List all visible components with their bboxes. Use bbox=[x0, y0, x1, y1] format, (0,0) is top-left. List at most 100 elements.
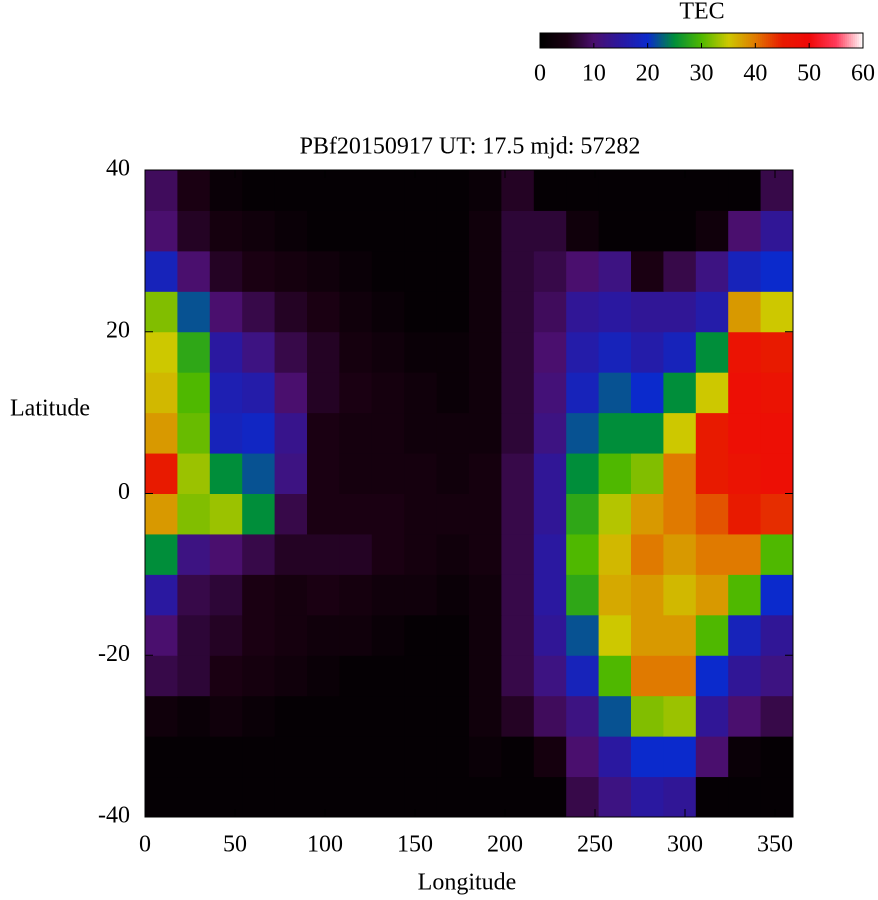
colorbar-swatch bbox=[671, 33, 674, 48]
colorbar-swatch bbox=[838, 33, 842, 48]
colorbar-swatch bbox=[570, 33, 573, 48]
heat-cell bbox=[436, 250, 470, 292]
colorbar-swatch bbox=[850, 33, 854, 48]
heat-cell bbox=[371, 533, 405, 575]
heat-cell bbox=[533, 250, 567, 292]
heat-cell bbox=[145, 170, 178, 211]
heat-cell bbox=[242, 776, 276, 818]
heat-cell bbox=[307, 170, 340, 211]
heat-cell bbox=[501, 453, 535, 494]
heat-cell bbox=[501, 533, 535, 575]
heat-cell bbox=[469, 250, 502, 292]
colorbar-swatch bbox=[723, 33, 727, 48]
colorbar-swatch bbox=[804, 33, 807, 48]
heat-cell bbox=[404, 250, 438, 292]
heat-cell bbox=[631, 453, 664, 494]
colorbar-swatch bbox=[806, 33, 809, 48]
colorbar-swatch bbox=[818, 33, 822, 48]
heat-cell bbox=[177, 453, 211, 494]
heat-cell bbox=[274, 170, 308, 211]
colorbar-swatch bbox=[612, 33, 616, 48]
heat-cell bbox=[242, 614, 276, 656]
heat-cell bbox=[209, 250, 243, 292]
heat-cell bbox=[663, 776, 697, 818]
heat-cell bbox=[631, 210, 664, 252]
heat-cell bbox=[274, 331, 308, 373]
colorbar-swatch bbox=[776, 33, 779, 48]
colorbar-swatch bbox=[788, 33, 791, 48]
colorbar-tick-label: 0 bbox=[534, 61, 546, 87]
colorbar-swatch bbox=[808, 33, 812, 48]
heat-cell bbox=[695, 412, 729, 454]
heat-cell bbox=[695, 250, 729, 292]
heat-cell bbox=[469, 291, 502, 333]
heat-cell bbox=[501, 170, 535, 211]
colorbar-swatch bbox=[600, 33, 604, 48]
heat-cell bbox=[307, 453, 340, 494]
heat-cell bbox=[663, 250, 697, 292]
colorbar-swatch bbox=[556, 33, 559, 48]
heat-cell bbox=[371, 453, 405, 494]
colorbar-swatch bbox=[834, 33, 838, 48]
heat-cell bbox=[695, 170, 729, 211]
colorbar-swatch bbox=[697, 33, 700, 48]
heat-cell bbox=[209, 331, 243, 373]
heat-cell bbox=[566, 493, 600, 535]
heat-cell bbox=[663, 372, 697, 414]
colorbar-swatch bbox=[731, 33, 735, 48]
heat-cell bbox=[274, 736, 308, 778]
heat-cell bbox=[177, 574, 211, 616]
heat-cell bbox=[404, 533, 438, 575]
heat-cell bbox=[145, 493, 178, 535]
heat-cell bbox=[728, 776, 762, 818]
heat-cell bbox=[274, 574, 308, 616]
heat-cell bbox=[501, 331, 535, 373]
heat-cell bbox=[728, 695, 762, 737]
heat-cell bbox=[209, 655, 243, 697]
heat-cell bbox=[209, 695, 243, 737]
colorbar-swatch bbox=[665, 33, 668, 48]
heat-cell bbox=[339, 493, 373, 535]
colorbar-swatch bbox=[709, 33, 713, 48]
heat-cell bbox=[339, 372, 373, 414]
heat-cell bbox=[404, 493, 438, 535]
heat-cell bbox=[695, 695, 729, 737]
colorbar-swatch bbox=[594, 33, 598, 48]
heat-cell bbox=[371, 291, 405, 333]
colorbar-swatch bbox=[572, 33, 575, 48]
colorbar-swatch bbox=[772, 33, 775, 48]
heat-cell bbox=[533, 533, 567, 575]
colorbar-swatch bbox=[687, 33, 690, 48]
colorbar-tick-label: 30 bbox=[690, 61, 714, 87]
heat-cell bbox=[469, 372, 502, 414]
colorbar-swatch bbox=[659, 33, 662, 48]
colorbar-swatch bbox=[675, 33, 678, 48]
heat-cell bbox=[404, 372, 438, 414]
heat-cell bbox=[339, 412, 373, 454]
heat-cell bbox=[436, 533, 470, 575]
heat-cell bbox=[695, 372, 729, 414]
heat-cell bbox=[436, 776, 470, 818]
heat-cell bbox=[631, 331, 664, 373]
chart-title: PBf20150917 UT: 17.5 mjd: 57282 bbox=[300, 134, 641, 160]
colorbar-swatch bbox=[826, 33, 830, 48]
colorbar-swatch bbox=[566, 33, 569, 48]
colorbar-swatch bbox=[636, 33, 640, 48]
colorbar-swatch bbox=[544, 33, 547, 48]
colorbar-swatch bbox=[743, 33, 747, 48]
heat-cell bbox=[501, 574, 535, 616]
heat-cell bbox=[469, 493, 502, 535]
colorbar-swatch bbox=[836, 33, 840, 48]
colorbar-swatch bbox=[816, 33, 820, 48]
colorbar-swatch bbox=[846, 33, 850, 48]
heat-cell bbox=[404, 412, 438, 454]
heat-cell bbox=[274, 210, 308, 252]
heat-cell bbox=[469, 614, 502, 656]
heat-cell bbox=[436, 372, 470, 414]
heat-cell bbox=[307, 655, 340, 697]
colorbar-swatch bbox=[548, 33, 551, 48]
heat-cell bbox=[307, 331, 340, 373]
colorbar-swatch bbox=[622, 33, 626, 48]
y-tick-label: -20 bbox=[98, 641, 130, 667]
heat-cell bbox=[760, 412, 794, 454]
